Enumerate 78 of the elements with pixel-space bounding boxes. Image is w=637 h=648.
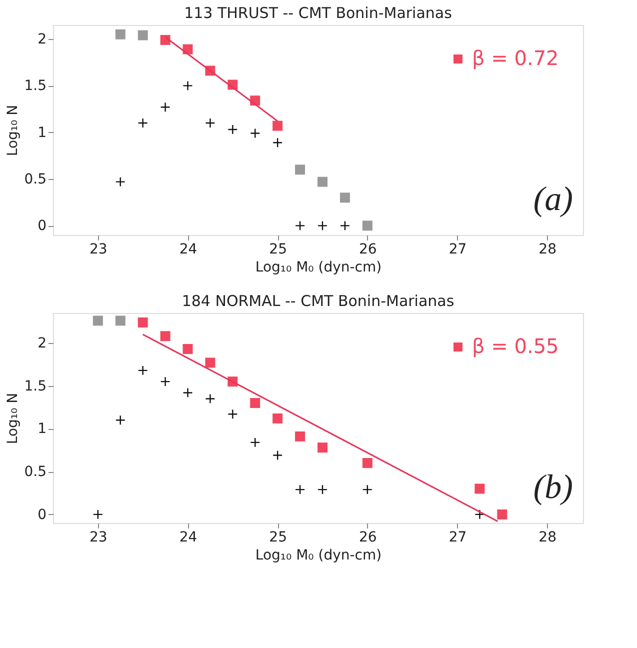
x-tick-label: 24 bbox=[179, 242, 198, 258]
x-axis-title: Log₁₀ M₀ (dyn-cm) bbox=[255, 260, 382, 276]
point bbox=[339, 192, 350, 204]
point bbox=[362, 484, 372, 495]
point bbox=[272, 450, 283, 460]
x-tick-label: 27 bbox=[448, 530, 467, 546]
point bbox=[294, 164, 306, 176]
y-axis-title: Log₁₀ N bbox=[5, 104, 22, 156]
legend-label: β = 0.72 bbox=[472, 46, 559, 70]
y-tick-label: 1 bbox=[38, 421, 46, 438]
y-tick-label: 1 bbox=[38, 124, 46, 141]
y-tick-label: 0 bbox=[38, 506, 46, 523]
point bbox=[228, 124, 238, 135]
point bbox=[294, 220, 306, 231]
x-tick-label: 28 bbox=[538, 530, 556, 546]
x-tick-label: 27 bbox=[448, 242, 467, 258]
y-tick-label: 2 bbox=[38, 336, 46, 352]
x-tick-label: 23 bbox=[90, 530, 108, 546]
point bbox=[114, 28, 126, 40]
x-tick-label: 23 bbox=[90, 242, 108, 258]
point bbox=[250, 128, 260, 138]
point bbox=[317, 442, 328, 454]
point bbox=[115, 176, 126, 187]
x-tick-label: 25 bbox=[269, 242, 287, 258]
point bbox=[362, 220, 373, 232]
point bbox=[340, 220, 350, 231]
point bbox=[362, 458, 373, 468]
point bbox=[294, 484, 306, 495]
point bbox=[114, 315, 126, 326]
point bbox=[138, 118, 148, 128]
point bbox=[205, 118, 216, 128]
y-axis-title: Log₁₀ N bbox=[5, 392, 22, 444]
point bbox=[294, 430, 306, 442]
point bbox=[138, 365, 148, 376]
point bbox=[250, 437, 260, 448]
x-tick-label: 25 bbox=[269, 530, 287, 546]
y-tick-label: 0.5 bbox=[24, 172, 46, 188]
point bbox=[317, 176, 328, 188]
y-tick-label: 0 bbox=[38, 218, 46, 234]
annotation: (b) bbox=[533, 469, 573, 506]
y-tick-label: 2 bbox=[38, 32, 46, 48]
point bbox=[160, 34, 171, 46]
point bbox=[496, 508, 508, 520]
point bbox=[182, 44, 194, 55]
y-tick-label: 0.5 bbox=[24, 464, 46, 480]
point bbox=[115, 415, 126, 426]
point bbox=[204, 357, 216, 368]
point bbox=[272, 138, 283, 148]
annotation: (a) bbox=[533, 181, 573, 218]
legend-label: β = 0.55 bbox=[472, 334, 559, 358]
point bbox=[92, 509, 103, 520]
point bbox=[182, 388, 193, 398]
point bbox=[160, 330, 171, 342]
point bbox=[182, 80, 193, 91]
x-tick-label: 28 bbox=[538, 242, 556, 258]
point bbox=[474, 509, 485, 520]
point bbox=[92, 315, 104, 326]
point bbox=[250, 398, 261, 408]
point bbox=[474, 483, 486, 494]
y-tick-label: 1.5 bbox=[24, 378, 46, 394]
point bbox=[228, 409, 238, 420]
chart-title: 184 NORMAL -- CMT Bonin-Marianas bbox=[182, 292, 454, 310]
x-tick-label: 26 bbox=[358, 242, 377, 258]
point bbox=[137, 30, 148, 41]
point bbox=[182, 344, 194, 354]
x-tick-label: 24 bbox=[179, 530, 198, 546]
x-tick-label: 26 bbox=[358, 530, 377, 546]
y-tick-label: 1.5 bbox=[24, 78, 46, 94]
point bbox=[205, 394, 216, 404]
chart-title: 113 THRUST -- CMT Bonin-Marianas bbox=[184, 4, 452, 22]
point bbox=[137, 316, 148, 328]
point bbox=[272, 120, 284, 132]
point bbox=[317, 484, 328, 495]
point bbox=[317, 220, 328, 231]
point bbox=[160, 376, 170, 387]
point bbox=[272, 412, 284, 424]
x-axis-title: Log₁₀ M₀ (dyn-cm) bbox=[255, 548, 382, 564]
point bbox=[160, 102, 170, 112]
